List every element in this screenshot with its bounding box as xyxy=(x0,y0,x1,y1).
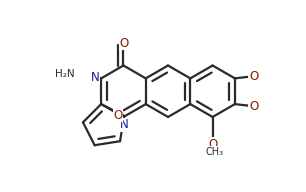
Text: N: N xyxy=(119,118,128,131)
Text: O: O xyxy=(249,70,259,83)
Text: O: O xyxy=(249,100,259,113)
Text: O: O xyxy=(113,109,123,122)
Text: H₂N: H₂N xyxy=(54,69,74,79)
Text: O: O xyxy=(208,138,218,151)
Text: O: O xyxy=(119,37,129,50)
Text: N: N xyxy=(91,71,100,84)
Text: CH₃: CH₃ xyxy=(206,147,224,157)
